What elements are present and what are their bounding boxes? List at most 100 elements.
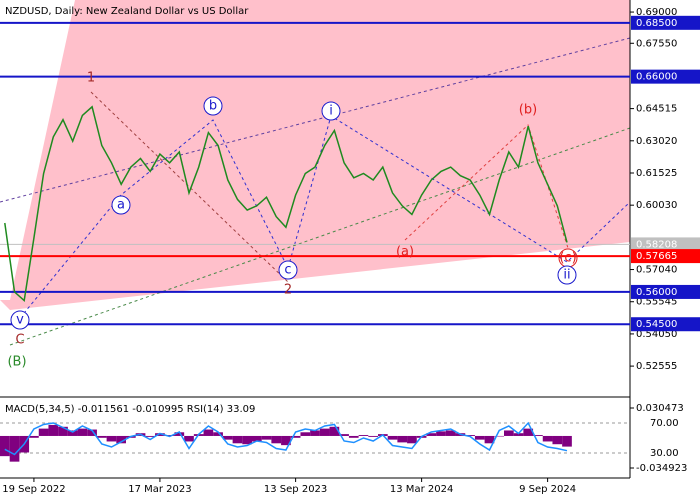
x-tick-label: 13 Mar 2024 [390, 484, 453, 495]
macd-bar [436, 431, 446, 436]
macd-bar [38, 428, 49, 436]
level-box [631, 69, 700, 84]
wave-circle [10, 310, 30, 330]
level-box [631, 284, 700, 299]
y2-tick-label: 70.00 [650, 418, 679, 429]
chart-title: NZDUSD, Daily: New Zealand Dollar vs US … [5, 6, 249, 17]
wave-label: 1 [87, 71, 95, 86]
level-label: 0.56000 [636, 287, 677, 298]
macd-bar [164, 435, 175, 436]
wave-label: (c) [559, 251, 576, 266]
wave-path [90, 91, 289, 283]
macd-bar [222, 435, 233, 440]
macd-bar [58, 426, 68, 436]
macd-bar [9, 435, 20, 462]
wave-label: (a) [396, 245, 414, 260]
macd-bar [87, 429, 97, 436]
macd-bar [542, 435, 553, 442]
x-tick-label: 19 Sep 2022 [2, 484, 65, 495]
macd-bar [397, 435, 408, 443]
macd-bar [504, 430, 514, 436]
macd-bar [552, 435, 563, 445]
channel-gap [0, 0, 75, 300]
macd-bar [232, 435, 243, 444]
macd-bar [562, 435, 572, 447]
y-tick-label: 0.54050 [636, 329, 677, 340]
macd-bar [387, 435, 398, 440]
wave-circle [321, 101, 341, 121]
trend-line [9, 127, 631, 346]
y-tick-label: -0.034923 [636, 463, 687, 474]
macd-bar [368, 435, 378, 437]
wave-label: v [16, 313, 24, 328]
macd-bar [523, 428, 534, 436]
macd-bar [348, 435, 359, 438]
macd-bar [203, 429, 214, 436]
level-box [631, 15, 700, 30]
macd-bar [445, 430, 456, 436]
wave-path [404, 124, 569, 249]
macd-bar [261, 435, 272, 440]
macd-bar [77, 428, 88, 436]
wave-circle [278, 260, 298, 280]
y2-tick-label: 30.00 [650, 448, 679, 459]
macd-bar [29, 435, 39, 438]
y-tick-label: 0.69000 [636, 7, 677, 18]
macd-bar [96, 435, 107, 438]
macd-bar [116, 435, 126, 444]
y-tick-label: 0.61525 [636, 168, 677, 179]
level-box [631, 237, 700, 252]
macd-bar [213, 432, 223, 436]
trend-line [0, 37, 631, 203]
rsi-line [4, 421, 568, 456]
x-tick-label: 13 Sep 2023 [264, 484, 327, 495]
y-tick-label: 0.60030 [636, 200, 677, 211]
wave-label: b [209, 99, 217, 114]
macd-bar [494, 435, 504, 437]
macd-bar [358, 435, 369, 436]
wave-label: c [284, 263, 291, 278]
macd-bar [281, 435, 291, 446]
macd-bar [407, 435, 417, 444]
y-tick-label: 0.030473 [636, 403, 684, 414]
macd-bar [426, 433, 437, 436]
macd-bar [513, 433, 524, 436]
wave-circle [111, 195, 131, 215]
macd-bar [290, 435, 301, 438]
wave-circle [203, 96, 223, 116]
macd-bar [48, 424, 59, 436]
wave-label: (b) [519, 103, 537, 118]
level-label: 0.68500 [636, 18, 677, 29]
macd-bar [242, 435, 252, 445]
y-tick-label: 0.63020 [636, 136, 677, 147]
macd-bar [0, 435, 10, 457]
y-tick-label: 0.64515 [636, 104, 677, 115]
macd-bar [484, 435, 495, 444]
macd-bar [174, 432, 185, 436]
macd-bar [533, 435, 543, 436]
wave-circle [557, 265, 577, 285]
wave-label: a [117, 198, 125, 213]
wave-label: (B) [7, 355, 26, 370]
y-tick-label: 0.52555 [636, 361, 677, 372]
price-line [4, 105, 568, 302]
macd-bar [67, 430, 78, 436]
indicator-title: MACD(5,34,5) -0.011561 -0.010995 RSI(14)… [5, 404, 255, 415]
level-label: 0.66000 [636, 72, 677, 83]
wave-label: 2 [284, 283, 292, 298]
macd-bar [310, 430, 320, 436]
macd-bar [474, 435, 485, 440]
macd-bar [339, 434, 349, 436]
macd-bar [465, 435, 475, 436]
wave-label: C [15, 333, 24, 348]
y-tick-label: 0.67550 [636, 38, 677, 49]
macd-bar [145, 435, 156, 437]
level-box [631, 317, 700, 332]
y-tick-label: 0.57040 [636, 265, 677, 276]
level-label: 0.57665 [636, 251, 677, 262]
macd-bar [155, 433, 165, 436]
macd-bar [300, 432, 311, 436]
wave-lines [0, 37, 631, 346]
macd-bar [184, 435, 194, 442]
